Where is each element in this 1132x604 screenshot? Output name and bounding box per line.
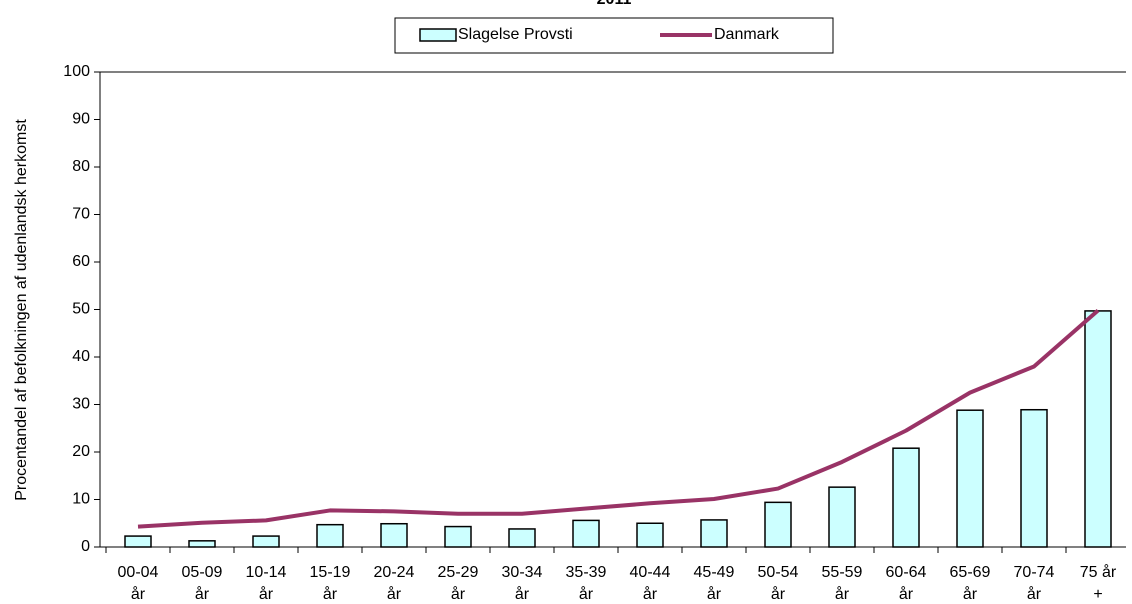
bar bbox=[892, 447, 920, 548]
x-tick-label: 30-34 år bbox=[502, 564, 543, 603]
bar bbox=[1084, 310, 1112, 548]
x-tick-label: 75 år + bbox=[1080, 563, 1117, 603]
bar bbox=[636, 522, 664, 548]
bar bbox=[252, 535, 280, 548]
x-tick-label: 10-14 år bbox=[246, 564, 287, 603]
x-tick-label: 20-24 år bbox=[374, 564, 415, 603]
x-tick-label: 05-09 år bbox=[182, 564, 223, 603]
x-tick-label: 45-49 år bbox=[694, 564, 735, 603]
legend-label: Danmark bbox=[714, 26, 780, 43]
y-tick-label: 0 bbox=[81, 538, 90, 555]
bar bbox=[572, 519, 600, 548]
y-tick-label: 10 bbox=[72, 491, 90, 508]
chart-title: 2011 bbox=[597, 0, 632, 8]
x-tick-label: 35-39 år bbox=[566, 564, 607, 603]
x-tick-label: 55-59 år bbox=[822, 564, 863, 603]
bar bbox=[316, 523, 344, 548]
bar bbox=[828, 486, 856, 548]
bar bbox=[188, 540, 216, 548]
legend-box bbox=[394, 17, 834, 54]
y-tick-label: 40 bbox=[72, 348, 90, 365]
bar bbox=[124, 535, 152, 548]
y-tick-label: 30 bbox=[72, 396, 90, 413]
y-tick-label: 100 bbox=[63, 63, 90, 80]
x-tick-label: 00-04 år bbox=[118, 564, 159, 603]
bar bbox=[764, 501, 792, 548]
y-tick-label: 90 bbox=[72, 111, 90, 128]
y-tick-label: 60 bbox=[72, 253, 90, 270]
x-tick-label: 25-29 år bbox=[438, 564, 479, 603]
y-tick-label: 80 bbox=[72, 158, 90, 175]
bar bbox=[380, 522, 408, 548]
bar bbox=[700, 519, 728, 548]
y-tick-label: 50 bbox=[72, 301, 90, 318]
x-tick-label: 65-69 år bbox=[950, 564, 991, 603]
y-axis-label: Procentandel af befolkningen af udenland… bbox=[13, 119, 30, 501]
x-tick-label: 70-74 år bbox=[1014, 564, 1055, 603]
x-tick-label: 40-44 år bbox=[630, 564, 671, 603]
x-tick-label: 60-64 år bbox=[886, 564, 927, 603]
bar bbox=[1020, 408, 1048, 548]
legend-label: Slagelse Provsti bbox=[458, 26, 573, 43]
x-tick-label: 15-19 år bbox=[310, 564, 351, 603]
line bbox=[137, 308, 1100, 529]
y-tick-label: 20 bbox=[72, 443, 90, 460]
bar bbox=[956, 409, 984, 548]
bar bbox=[508, 528, 536, 548]
bar bbox=[444, 525, 472, 548]
x-tick-label: 50-54 år bbox=[758, 564, 799, 603]
legend-swatch bbox=[419, 28, 457, 42]
y-tick-label: 70 bbox=[72, 206, 90, 223]
